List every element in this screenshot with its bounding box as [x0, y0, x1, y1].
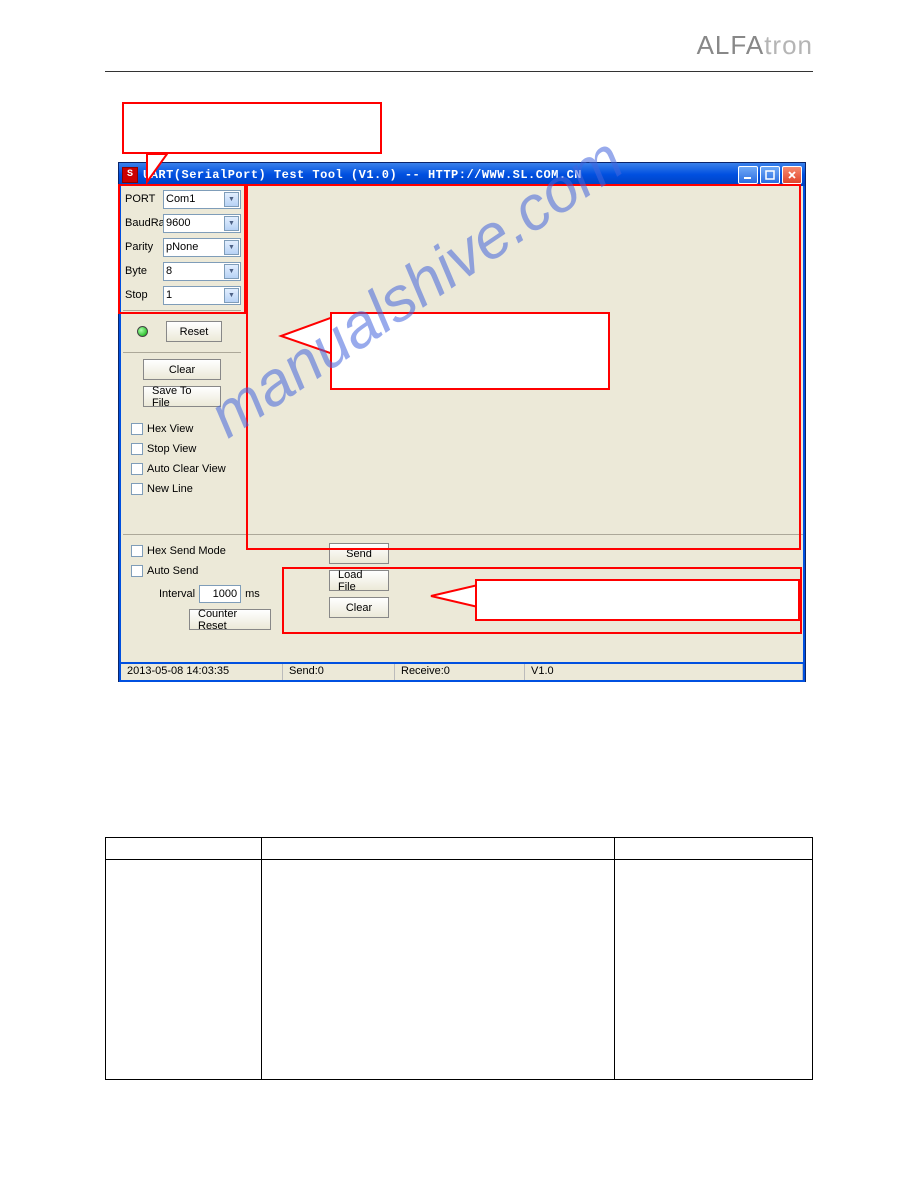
- port-select[interactable]: Com1▼: [163, 190, 241, 209]
- stop-view-checkbox[interactable]: [131, 443, 143, 455]
- chevron-down-icon: ▼: [224, 216, 239, 231]
- callout-tail: [145, 154, 175, 184]
- stop-label: Stop: [123, 289, 163, 301]
- interval-input[interactable]: 1000: [199, 585, 241, 603]
- hex-send-checkbox[interactable]: [131, 545, 143, 557]
- statusbar: 2013-05-08 14:03:35 Send:0 Receive:0 V1.…: [121, 662, 803, 680]
- byte-label: Byte: [123, 265, 163, 277]
- parity-label: Parity: [123, 241, 163, 253]
- baudrate-label: BaudRa: [123, 217, 163, 229]
- hex-view-label: Hex View: [147, 423, 193, 435]
- baudrate-select[interactable]: 9600▼: [163, 214, 241, 233]
- parity-select[interactable]: pNone▼: [163, 238, 241, 257]
- table-cell: [261, 860, 615, 1080]
- close-button[interactable]: [782, 166, 802, 184]
- chevron-down-icon: ▼: [224, 192, 239, 207]
- table-header-feedback: [615, 838, 813, 860]
- auto-clear-label: Auto Clear View: [147, 463, 226, 475]
- status-timestamp: 2013-05-08 14:03:35: [121, 664, 283, 680]
- commands-table: [105, 837, 813, 1080]
- screenshot-figure: S UART(SerialPort) Test Tool (V1.0) -- H…: [105, 102, 808, 687]
- table-header-function: [261, 838, 615, 860]
- table-header-command: [106, 838, 262, 860]
- clear-send-button[interactable]: Clear: [329, 597, 389, 618]
- hex-view-checkbox[interactable]: [131, 423, 143, 435]
- minimize-button[interactable]: [738, 166, 758, 184]
- auto-send-checkbox[interactable]: [131, 565, 143, 577]
- chevron-down-icon: ▼: [224, 288, 239, 303]
- chevron-down-icon: ▼: [224, 264, 239, 279]
- clear-button[interactable]: Clear: [143, 359, 221, 380]
- load-file-button[interactable]: Load File: [329, 570, 389, 591]
- counter-reset-button[interactable]: Counter Reset: [189, 609, 271, 630]
- callout-parameter-config: [122, 102, 382, 154]
- header-rule: [105, 71, 813, 72]
- send-button[interactable]: Send: [329, 543, 389, 564]
- status-receive-count: Receive:0: [395, 664, 525, 680]
- app-icon: S: [122, 167, 138, 183]
- new-line-checkbox[interactable]: [131, 483, 143, 495]
- new-line-label: New Line: [147, 483, 193, 495]
- status-version: V1.0: [525, 664, 803, 680]
- window-title: UART(SerialPort) Test Tool (V1.0) -- HTT…: [143, 168, 738, 182]
- auto-send-label: Auto Send: [147, 565, 198, 577]
- auto-clear-checkbox[interactable]: [131, 463, 143, 475]
- callout-tail: [278, 314, 338, 364]
- interval-unit: ms: [245, 588, 260, 600]
- maximize-button[interactable]: [760, 166, 780, 184]
- status-send-count: Send:0: [283, 664, 395, 680]
- titlebar[interactable]: S UART(SerialPort) Test Tool (V1.0) -- H…: [119, 163, 805, 186]
- table-cell: [106, 860, 262, 1080]
- interval-label: Interval: [159, 588, 195, 600]
- byte-select[interactable]: 8▼: [163, 262, 241, 281]
- table-cell: [615, 860, 813, 1080]
- stop-view-label: Stop View: [147, 443, 196, 455]
- brand-logo: ALFAtron: [105, 30, 813, 61]
- callout-monitoring: [330, 312, 610, 390]
- chevron-down-icon: ▼: [224, 240, 239, 255]
- callout-command: [475, 579, 800, 621]
- port-label: PORT: [123, 193, 163, 205]
- hex-send-label: Hex Send Mode: [147, 545, 226, 557]
- save-to-file-button[interactable]: Save To File: [143, 386, 221, 407]
- reset-button[interactable]: Reset: [166, 321, 222, 342]
- stop-select[interactable]: 1▼: [163, 286, 241, 305]
- status-led: [137, 326, 148, 337]
